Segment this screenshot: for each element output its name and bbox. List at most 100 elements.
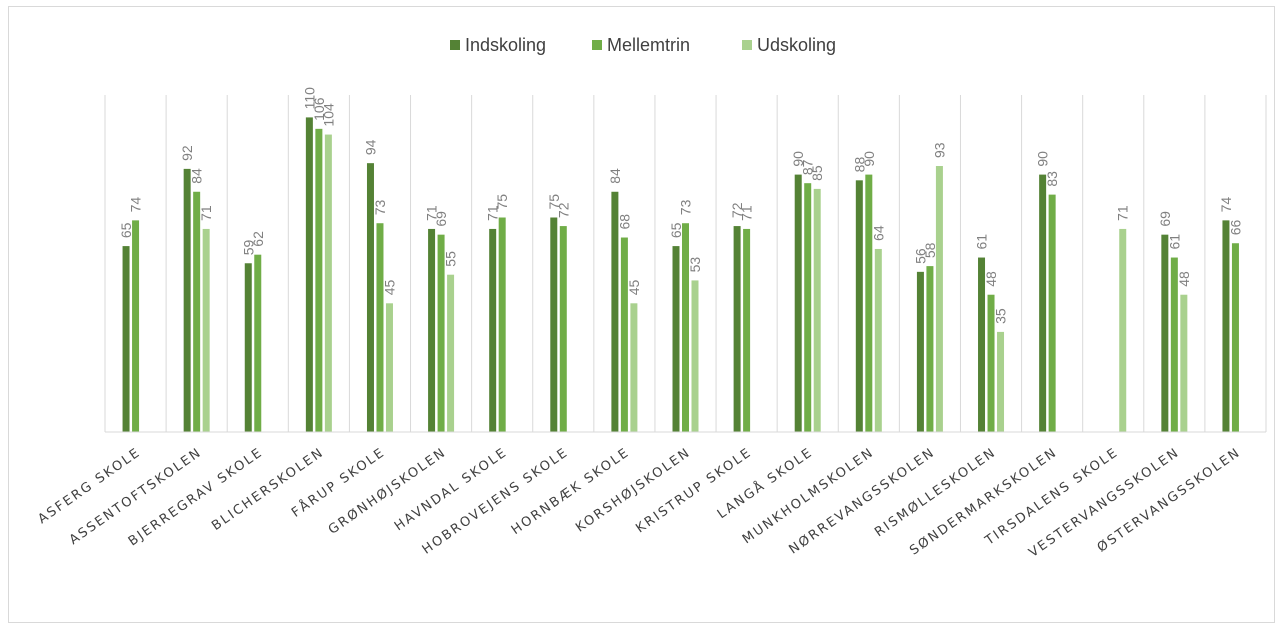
- data-label-stervangsskolen-mellemtrin: 66: [1227, 219, 1243, 235]
- data-label-munkholmskolen-mellemtrin: 90: [861, 151, 877, 167]
- legend-swatch-indskoling: [450, 40, 460, 50]
- data-label-tirsdalens-skole-udskoling: 71: [1115, 205, 1131, 221]
- data-label-bjerregrav-skole-indskoling: 59: [240, 239, 256, 255]
- bar-stervangsskolen-mellemtrin: [1231, 243, 1239, 432]
- bar-blicherskolen-udskoling: [324, 134, 332, 432]
- bar-gr-nh-jskolen-mellemtrin: [437, 234, 445, 432]
- category-label-asferg-skole: ASFERG SKOLE: [35, 445, 143, 527]
- bar-assentoftskolen-indskoling: [183, 168, 191, 432]
- data-label-n-rrevangsskolen-mellemtrin: 58: [922, 242, 938, 258]
- data-label-langa-skole-udskoling: 85: [809, 165, 825, 181]
- data-label-kristrup-skole-mellemtrin: 71: [739, 205, 755, 221]
- bar-n-rrevangsskolen-udskoling: [935, 166, 943, 432]
- bar-fa-rup-skole-mellemtrin: [376, 223, 384, 432]
- data-label-s-ndermarkskolen-mellemtrin: 83: [1044, 171, 1060, 187]
- data-label-n-rrevangsskolen-indskoling: 56: [912, 248, 928, 264]
- legend-label-mellemtrin: Mellemtrin: [607, 35, 690, 55]
- data-label-munkholmskolen-udskoling: 64: [870, 225, 886, 241]
- data-label-munkholmskolen-indskoling: 88: [851, 157, 867, 173]
- data-label-fa-rup-skole-mellemtrin: 73: [372, 199, 388, 215]
- bar-rism-lleskolen-udskoling: [997, 331, 1005, 432]
- data-label-assentoftskolen-udskoling: 71: [198, 205, 214, 221]
- data-label-rism-lleskolen-mellemtrin: 48: [983, 271, 999, 287]
- legend-swatch-mellemtrin: [592, 40, 602, 50]
- data-label-korsh-jskolen-udskoling: 53: [687, 257, 703, 273]
- data-label-hornb-k-skole-udskoling: 45: [626, 280, 642, 296]
- bar-asferg-skole-indskoling: [122, 246, 130, 432]
- bar-vestervangsskolen-mellemtrin: [1170, 257, 1178, 432]
- bar-bjerregrav-skole-mellemtrin: [254, 254, 262, 432]
- bar-munkholmskolen-mellemtrin: [865, 174, 873, 432]
- data-label-kristrup-skole-indskoling: 72: [729, 202, 745, 218]
- bar-s-ndermarkskolen-mellemtrin: [1048, 194, 1056, 432]
- bar-n-rrevangsskolen-mellemtrin: [926, 266, 934, 432]
- data-label-gr-nh-jskolen-udskoling: 55: [443, 251, 459, 267]
- data-label-bjerregrav-skole-mellemtrin: 62: [250, 231, 266, 247]
- bar-hobrovejens-skole-mellemtrin: [559, 226, 567, 432]
- bar-hornb-k-skole-udskoling: [630, 303, 638, 432]
- data-label-gr-nh-jskolen-mellemtrin: 69: [433, 211, 449, 227]
- data-label-asferg-skole-indskoling: 65: [118, 222, 134, 238]
- bars: [122, 117, 1239, 433]
- data-label-fa-rup-skole-indskoling: 94: [362, 139, 378, 155]
- data-label-assentoftskolen-indskoling: 92: [179, 145, 195, 161]
- data-label-vestervangsskolen-udskoling: 48: [1176, 271, 1192, 287]
- bar-tirsdalens-skole-udskoling: [1119, 228, 1127, 432]
- bar-korsh-jskolen-indskoling: [672, 246, 680, 432]
- bar-kristrup-skole-mellemtrin: [743, 228, 751, 432]
- bar-s-ndermarkskolen-indskoling: [1039, 174, 1047, 432]
- legend-label-indskoling: Indskoling: [465, 35, 546, 55]
- bar-fa-rup-skole-indskoling: [366, 163, 374, 432]
- category-gridlines: [104, 95, 1267, 432]
- data-label-blicherskolen-indskoling: 110: [301, 87, 317, 110]
- data-label-langa-skole-mellemtrin: 87: [800, 159, 816, 175]
- data-label-vestervangsskolen-indskoling: 69: [1157, 211, 1173, 227]
- data-label-hornb-k-skole-mellemtrin: 68: [616, 214, 632, 230]
- bar-stervangsskolen-indskoling: [1222, 220, 1230, 432]
- data-label-hornb-k-skole-indskoling: 84: [607, 168, 623, 184]
- data-label-gr-nh-jskolen-indskoling: 71: [424, 205, 440, 221]
- category-label-hornb-k-skole: HORNBÆK SKOLE: [509, 445, 633, 538]
- bar-korsh-jskolen-udskoling: [691, 280, 699, 432]
- bar-rism-lleskolen-mellemtrin: [987, 294, 995, 432]
- category-label-kristrup-skole: KRISTRUP SKOLE: [633, 445, 755, 536]
- bar-hornb-k-skole-mellemtrin: [620, 237, 628, 432]
- bar-vestervangsskolen-indskoling: [1161, 234, 1169, 432]
- bar-langa-skole-mellemtrin: [804, 183, 812, 432]
- legend-swatch-udskoling: [742, 40, 752, 50]
- bar-bjerregrav-skole-indskoling: [244, 263, 252, 432]
- chart-frame: 65 74 92 84 71 59 62 110 106 104 94 73 45 71 69 55 71 75 7…: [8, 6, 1275, 623]
- bar-hornb-k-skole-indskoling: [611, 191, 619, 432]
- data-label-vestervangsskolen-mellemtrin: 61: [1166, 234, 1182, 250]
- bar-munkholmskolen-udskoling: [874, 248, 882, 432]
- bar-hobrovejens-skole-indskoling: [550, 217, 558, 432]
- data-label-rism-lleskolen-udskoling: 35: [993, 308, 1009, 324]
- bar-blicherskolen-indskoling: [305, 117, 313, 433]
- bar-havndal-skole-mellemtrin: [498, 217, 506, 432]
- bar-korsh-jskolen-mellemtrin: [682, 223, 689, 432]
- category-label-korsh-jskolen: KORSHØJSKOLEN: [573, 445, 694, 536]
- data-label-hobrovejens-skole-mellemtrin: 72: [555, 202, 571, 218]
- bar-assentoftskolen-mellemtrin: [193, 191, 201, 432]
- data-label-stervangsskolen-indskoling: 74: [1218, 197, 1234, 213]
- data-label-langa-skole-indskoling: 90: [790, 151, 806, 167]
- data-label-havndal-skole-mellemtrin: 75: [494, 194, 510, 210]
- data-label-n-rrevangsskolen-udskoling: 93: [931, 142, 947, 158]
- data-label-hobrovejens-skole-indskoling: 75: [546, 194, 562, 210]
- data-label-korsh-jskolen-mellemtrin: 73: [678, 199, 694, 215]
- data-label-havndal-skole-indskoling: 71: [485, 205, 501, 221]
- data-label-korsh-jskolen-indskoling: 65: [668, 222, 684, 238]
- category-label-gr-nh-jskolen: GRØNHØJSKOLEN: [326, 445, 450, 538]
- data-label-fa-rup-skole-udskoling: 45: [381, 280, 397, 296]
- bar-vestervangsskolen-udskoling: [1180, 294, 1188, 432]
- bar-fa-rup-skole-udskoling: [385, 303, 393, 432]
- data-label-s-ndermarkskolen-indskoling: 90: [1035, 151, 1051, 167]
- bar-gr-nh-jskolen-indskoling: [428, 228, 436, 432]
- bar-assentoftskolen-udskoling: [202, 228, 210, 432]
- bar-gr-nh-jskolen-udskoling: [447, 274, 455, 432]
- data-label-assentoftskolen-mellemtrin: 84: [189, 168, 205, 184]
- category-label-havndal-skole: HAVNDAL SKOLE: [392, 445, 511, 534]
- bar-havndal-skole-indskoling: [489, 228, 497, 432]
